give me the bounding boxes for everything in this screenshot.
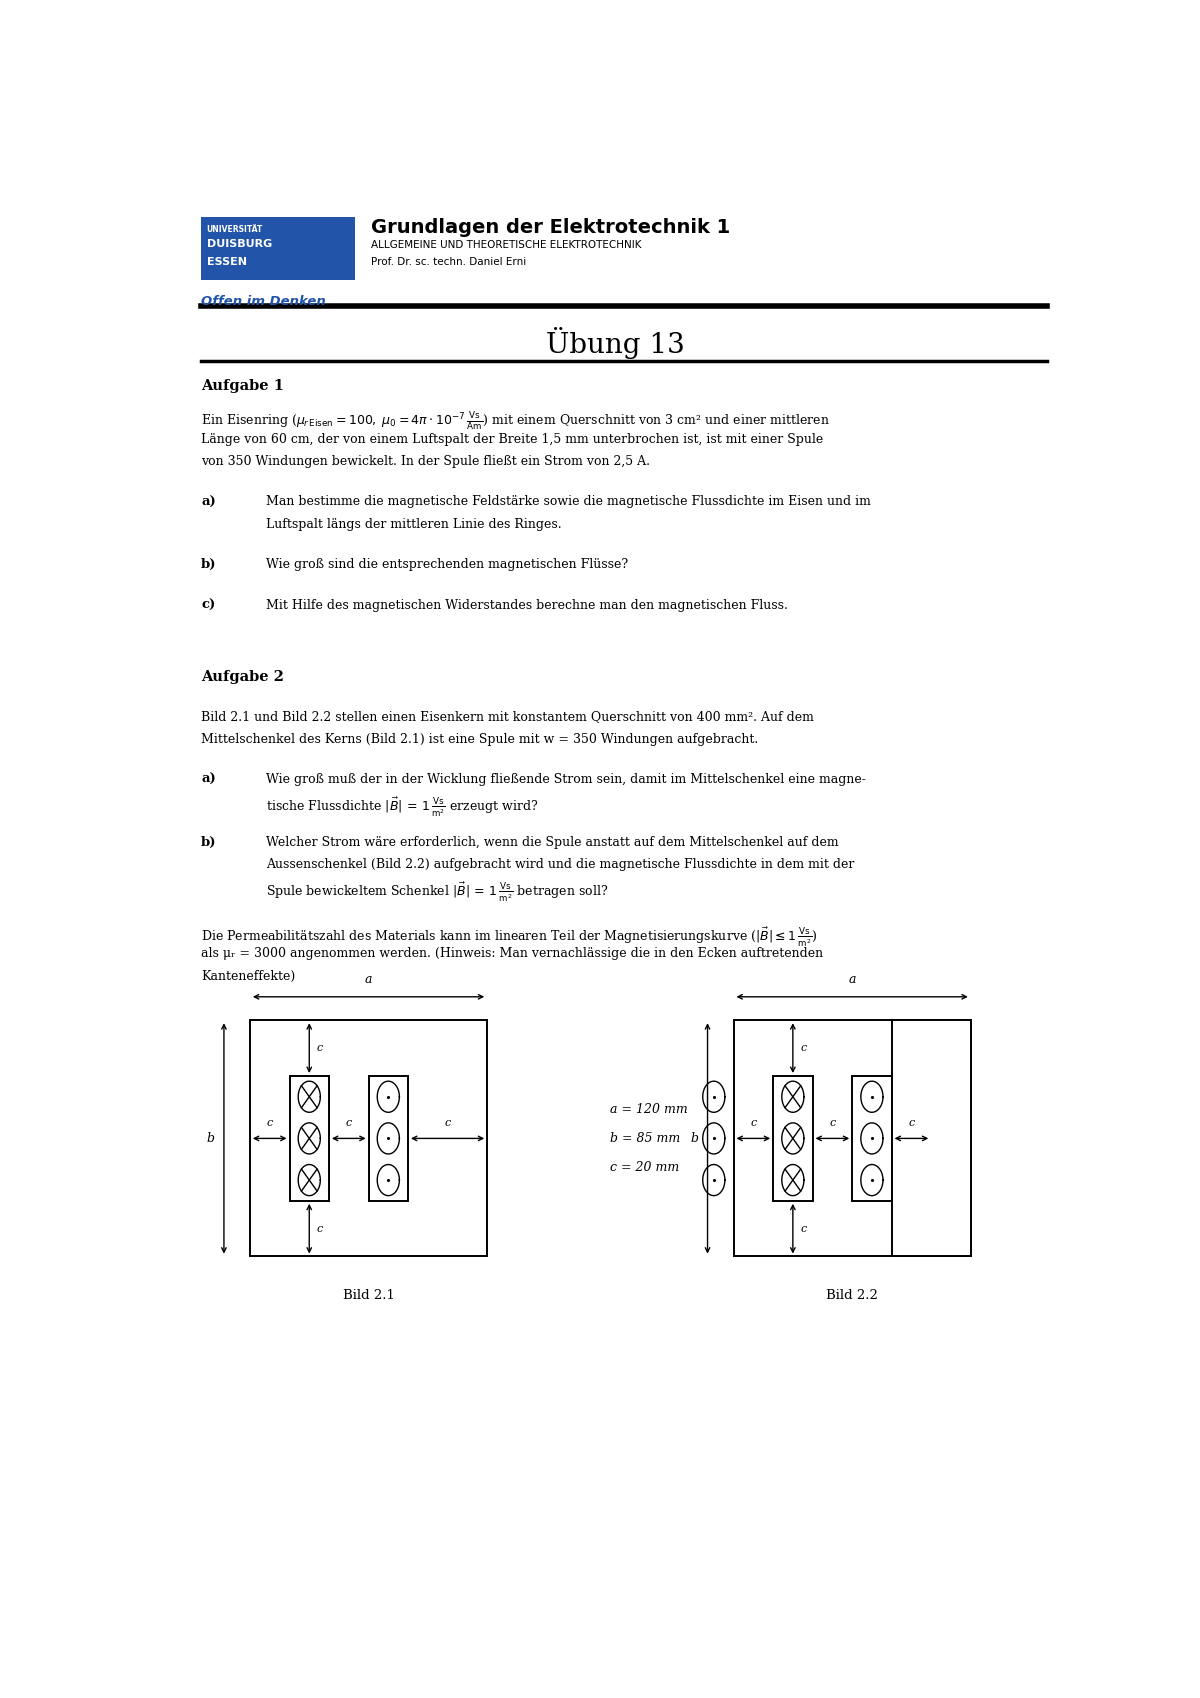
- Bar: [250, 1020, 487, 1257]
- Text: c: c: [317, 1043, 323, 1053]
- Text: Bild 2.2: Bild 2.2: [827, 1289, 878, 1302]
- Text: a): a): [202, 773, 216, 786]
- Bar: [773, 1077, 812, 1200]
- Text: Luftspalt längs der mittleren Linie des Ringes.: Luftspalt längs der mittleren Linie des …: [266, 518, 562, 531]
- Text: Ein Eisenring ($\mu_{r\,\mathrm{Eisen}}=100,\;\mu_0=4\pi\cdot10^{-7}\,\frac{\mat: Ein Eisenring ($\mu_{r\,\mathrm{Eisen}}=…: [202, 411, 830, 433]
- Text: c: c: [346, 1117, 352, 1127]
- Text: DUISBURG: DUISBURG: [206, 239, 272, 250]
- Bar: [368, 1077, 408, 1200]
- Text: Prof. Dr. sc. techn. Daniel Erni: Prof. Dr. sc. techn. Daniel Erni: [371, 258, 527, 267]
- Text: b): b): [202, 559, 217, 571]
- Text: a): a): [202, 496, 216, 508]
- Text: Spule bewickeltem Schenkel $|\vec{B}|\,=\,1\,\frac{\mathrm{Vs}}{\mathrm{m}^2}$ b: Spule bewickeltem Schenkel $|\vec{B}|\,=…: [266, 881, 608, 903]
- Text: c: c: [829, 1117, 835, 1127]
- Text: c = 20 mm: c = 20 mm: [611, 1161, 679, 1173]
- Text: Aufgabe 1: Aufgabe 1: [202, 379, 284, 392]
- Text: Mittelschenkel des Kerns (Bild 2.1) ist eine Spule mit w = 350 Windungen aufgebr: Mittelschenkel des Kerns (Bild 2.1) ist …: [202, 732, 758, 745]
- Bar: [202, 217, 355, 280]
- Text: Aufgabe 2: Aufgabe 2: [202, 669, 284, 684]
- Text: c: c: [750, 1117, 756, 1127]
- Text: Die Permeabilitätszahl des Materials kann im linearen Teil der Magnetisierungsku: Die Permeabilitätszahl des Materials kan…: [202, 925, 818, 949]
- Text: c: c: [800, 1224, 806, 1234]
- Text: a = 120 mm: a = 120 mm: [611, 1104, 688, 1116]
- Text: a: a: [848, 973, 856, 987]
- Bar: [852, 1077, 892, 1200]
- Text: c: c: [800, 1043, 806, 1053]
- Text: Wie groß sind die entsprechenden magnetischen Flüsse?: Wie groß sind die entsprechenden magneti…: [266, 559, 629, 571]
- Text: Offen im Denken: Offen im Denken: [202, 295, 326, 309]
- Text: c): c): [202, 599, 216, 611]
- Bar: [892, 1020, 971, 1257]
- Text: Grundlagen der Elektrotechnik 1: Grundlagen der Elektrotechnik 1: [371, 217, 731, 238]
- Text: tische Flussdichte $|\vec{B}|\,=\,1\,\frac{\mathrm{Vs}}{\mathrm{m}^2}$ erzeugt w: tische Flussdichte $|\vec{B}|\,=\,1\,\fr…: [266, 795, 539, 818]
- Text: b: b: [206, 1133, 215, 1144]
- Text: a: a: [365, 973, 372, 987]
- Text: c: c: [908, 1117, 914, 1127]
- Text: Bild 2.1: Bild 2.1: [343, 1289, 395, 1302]
- Text: Länge von 60 cm, der von einem Luftspalt der Breite 1,5 mm unterbrochen ist, ist: Länge von 60 cm, der von einem Luftspalt…: [202, 433, 823, 445]
- Text: Welcher Strom wäre erforderlich, wenn die Spule anstatt auf dem Mittelschenkel a: Welcher Strom wäre erforderlich, wenn di…: [266, 835, 839, 849]
- Text: ALLGEMEINE UND THEORETISCHE ELEKTROTECHNIK: ALLGEMEINE UND THEORETISCHE ELEKTROTECHN…: [371, 241, 642, 250]
- Text: b): b): [202, 835, 217, 849]
- Text: Mit Hilfe des magnetischen Widerstandes berechne man den magnetischen Fluss.: Mit Hilfe des magnetischen Widerstandes …: [266, 599, 788, 611]
- Text: Übung 13: Übung 13: [546, 326, 684, 358]
- Text: als μᵣ = 3000 angenommen werden. (Hinweis: Man vernachlässige die in den Ecken a: als μᵣ = 3000 angenommen werden. (Hinwei…: [202, 947, 823, 961]
- Text: Bild 2.1 und Bild 2.2 stellen einen Eisenkern mit konstantem Querschnitt von 400: Bild 2.1 und Bild 2.2 stellen einen Eise…: [202, 710, 814, 723]
- Text: c: c: [317, 1224, 323, 1234]
- Text: ESSEN: ESSEN: [206, 258, 247, 267]
- Text: b = 85 mm: b = 85 mm: [611, 1133, 680, 1144]
- Text: Aussenschenkel (Bild 2.2) aufgebracht wird und die magnetische Flussdichte in de: Aussenschenkel (Bild 2.2) aufgebracht wi…: [266, 857, 854, 871]
- Text: UNIVERSITÄT: UNIVERSITÄT: [206, 224, 263, 234]
- Text: c: c: [444, 1117, 451, 1127]
- Text: b: b: [690, 1133, 698, 1144]
- Text: Man bestimme die magnetische Feldstärke sowie die magnetische Flussdichte im Eis: Man bestimme die magnetische Feldstärke …: [266, 496, 871, 508]
- Bar: [289, 1077, 329, 1200]
- Text: Kanteneffekte): Kanteneffekte): [202, 970, 295, 983]
- Text: Wie groß muß der in der Wicklung fließende Strom sein, damit im Mittelschenkel e: Wie groß muß der in der Wicklung fließen…: [266, 773, 866, 786]
- Text: c: c: [266, 1117, 272, 1127]
- Text: von 350 Windungen bewickelt. In der Spule fließt ein Strom von 2,5 A.: von 350 Windungen bewickelt. In der Spul…: [202, 455, 650, 469]
- Bar: [733, 1020, 971, 1257]
